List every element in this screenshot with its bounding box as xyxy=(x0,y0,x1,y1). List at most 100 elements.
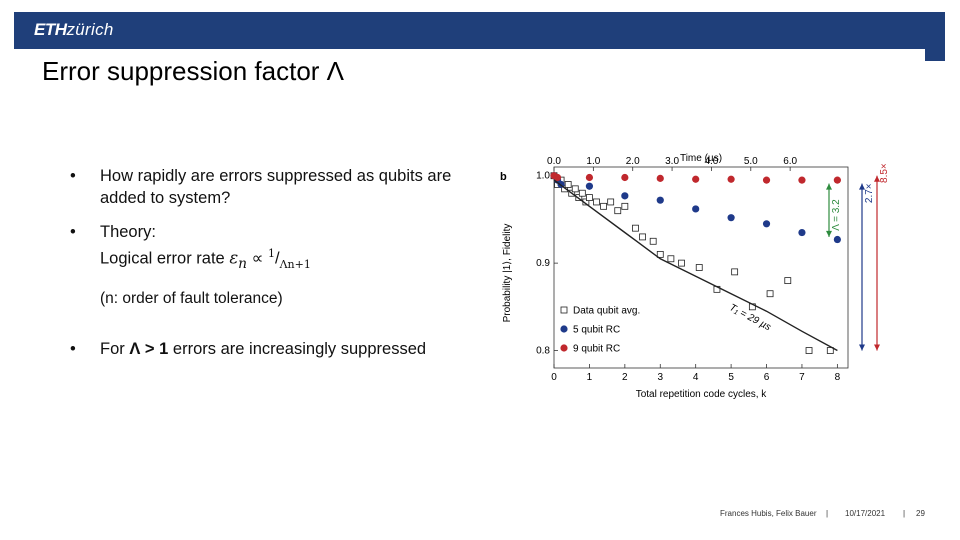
x-tick-label: 3 xyxy=(657,372,663,383)
bullet-dot-icon: • xyxy=(70,223,76,241)
data-qubit-point xyxy=(621,202,629,210)
nine-qubit-point xyxy=(692,175,700,183)
five-qubit-point xyxy=(621,192,629,200)
data-qubit-point xyxy=(649,237,657,245)
bullet-text: Theory: xyxy=(100,223,156,241)
data-qubit-point xyxy=(678,259,685,267)
data-qubit-point xyxy=(667,255,675,263)
legend-marker xyxy=(560,306,568,314)
five-qubit-factor-label: 2.7× xyxy=(864,183,875,203)
data-qubit-point xyxy=(578,189,586,197)
data-qubit-point xyxy=(731,268,739,276)
bullet-text: How rapidly are errors suppressed as qub… xyxy=(100,167,452,207)
fidelity-chart: b Time (µs) Total repetition code cycles… xyxy=(500,153,890,400)
header-tab xyxy=(925,49,945,61)
y-tick-label: 1.0 xyxy=(536,171,550,182)
nine-qubit-arrow-head xyxy=(874,344,880,351)
x2-tick-label: 0.0 xyxy=(547,156,561,167)
five-qubit-point xyxy=(833,235,841,244)
legend-label: 5 qubit RC xyxy=(573,325,620,336)
x-tick-label: 7 xyxy=(799,372,805,383)
data-qubit-point xyxy=(564,181,572,188)
data-qubit-point xyxy=(766,290,774,298)
data-qubit-point xyxy=(784,277,792,285)
five-qubit-point xyxy=(585,182,594,190)
footer-separator: | xyxy=(903,509,906,518)
panel-label: b xyxy=(500,171,507,183)
footer-date: 10/17/2021 xyxy=(845,509,886,518)
nine-qubit-point xyxy=(553,173,562,182)
x2-axis-label: Time (µs) xyxy=(680,153,722,164)
bullet-item: • How rapidly are errors suppressed as q… xyxy=(70,165,470,209)
legend-marker xyxy=(560,325,568,333)
footer-authors: Frances Hubis, Felix Bauer xyxy=(720,509,817,518)
nine-qubit-point xyxy=(833,176,841,184)
five-qubit-arrow-head xyxy=(859,344,865,351)
data-qubit-point xyxy=(586,194,593,201)
x2-tick-label: 4.0 xyxy=(704,156,718,167)
legend-label: Data qubit avg. xyxy=(573,306,640,317)
nine-qubit-point xyxy=(798,176,806,184)
data-qubit-point xyxy=(826,347,834,354)
bullet-dot-icon: • xyxy=(70,167,76,185)
x-axis-label: Total repetition code cycles, k xyxy=(636,389,768,400)
lambda-label: Λ = 3.2 xyxy=(831,199,842,231)
x2-tick-label: 3.0 xyxy=(665,156,679,167)
nine-qubit-arrow-head xyxy=(874,175,880,182)
data-qubit-point xyxy=(614,207,622,215)
eth-logo: ETHzürich xyxy=(34,20,114,39)
five-qubit-point xyxy=(656,196,664,204)
bullet-note: (n: order of fault tolerance) xyxy=(100,289,283,307)
slide-title: Error suppression factor Λ xyxy=(36,54,925,88)
fraction-numerator: 1 xyxy=(268,247,275,260)
data-qubit-point xyxy=(593,198,600,206)
nine-qubit-point xyxy=(762,176,771,184)
nine-qubit-point xyxy=(656,174,664,182)
x2-tick-label: 5.0 xyxy=(744,156,758,167)
footer-separator: | xyxy=(826,509,829,518)
plot-frame xyxy=(553,166,849,369)
lambda-arrow-head xyxy=(826,183,832,190)
bullet-text: errors are increasingly suppressed xyxy=(168,339,427,358)
data-qubit-point xyxy=(600,202,607,210)
x-tick-label: 8 xyxy=(835,372,841,383)
bullet-item: • For Λ > 1 errors are increasingly supp… xyxy=(70,338,470,360)
five-qubit-arrow-head xyxy=(859,183,865,190)
data-qubit-point xyxy=(695,264,703,271)
epsilon-subscript: n xyxy=(238,255,248,272)
x-tick-label: 4 xyxy=(693,372,699,383)
header-bar xyxy=(14,12,945,49)
fraction-slash: / xyxy=(275,249,280,268)
bullet-text: For xyxy=(100,339,130,358)
y-tick-label: 0.8 xyxy=(536,346,550,357)
nine-qubit-point xyxy=(585,173,594,182)
y-tick-label: 0.9 xyxy=(536,258,550,269)
data-qubit-point xyxy=(607,198,615,206)
t1-fit-line xyxy=(553,179,838,352)
x-tick-label: 6 xyxy=(764,372,770,383)
x-tick-label: 2 xyxy=(622,372,628,383)
data-qubit-point xyxy=(571,185,579,193)
x-tick-label: 1 xyxy=(587,372,593,383)
five-qubit-point xyxy=(692,205,700,213)
bullet-text: Logical error rate xyxy=(100,249,230,268)
epsilon-symbol: ε xyxy=(229,248,239,268)
x2-tick-label: 1.0 xyxy=(586,156,600,167)
nine-qubit-point xyxy=(727,175,735,183)
proportional-symbol: ∝ xyxy=(247,249,268,268)
legend-marker xyxy=(560,344,568,352)
data-qubit-point xyxy=(656,250,664,258)
five-qubit-point xyxy=(798,228,806,237)
bullet-bold-text: Λ > 1 xyxy=(129,339,169,358)
five-qubit-point xyxy=(727,214,735,222)
bullet-item: • Theory: Logical error rate εn ∝ 1/Λn+1 xyxy=(70,221,470,276)
lambda-arrow-head xyxy=(826,230,832,237)
legend-label: 9 qubit RC xyxy=(573,344,620,355)
bullet-list: • How rapidly are errors suppressed as q… xyxy=(70,165,470,372)
x2-tick-label: 6.0 xyxy=(783,156,797,167)
fraction-denominator: Λn+1 xyxy=(279,257,311,271)
x2-tick-label: 2.0 xyxy=(626,156,640,167)
five-qubit-point xyxy=(762,220,771,228)
data-qubit-point xyxy=(632,224,639,232)
data-qubit-point xyxy=(561,185,569,193)
